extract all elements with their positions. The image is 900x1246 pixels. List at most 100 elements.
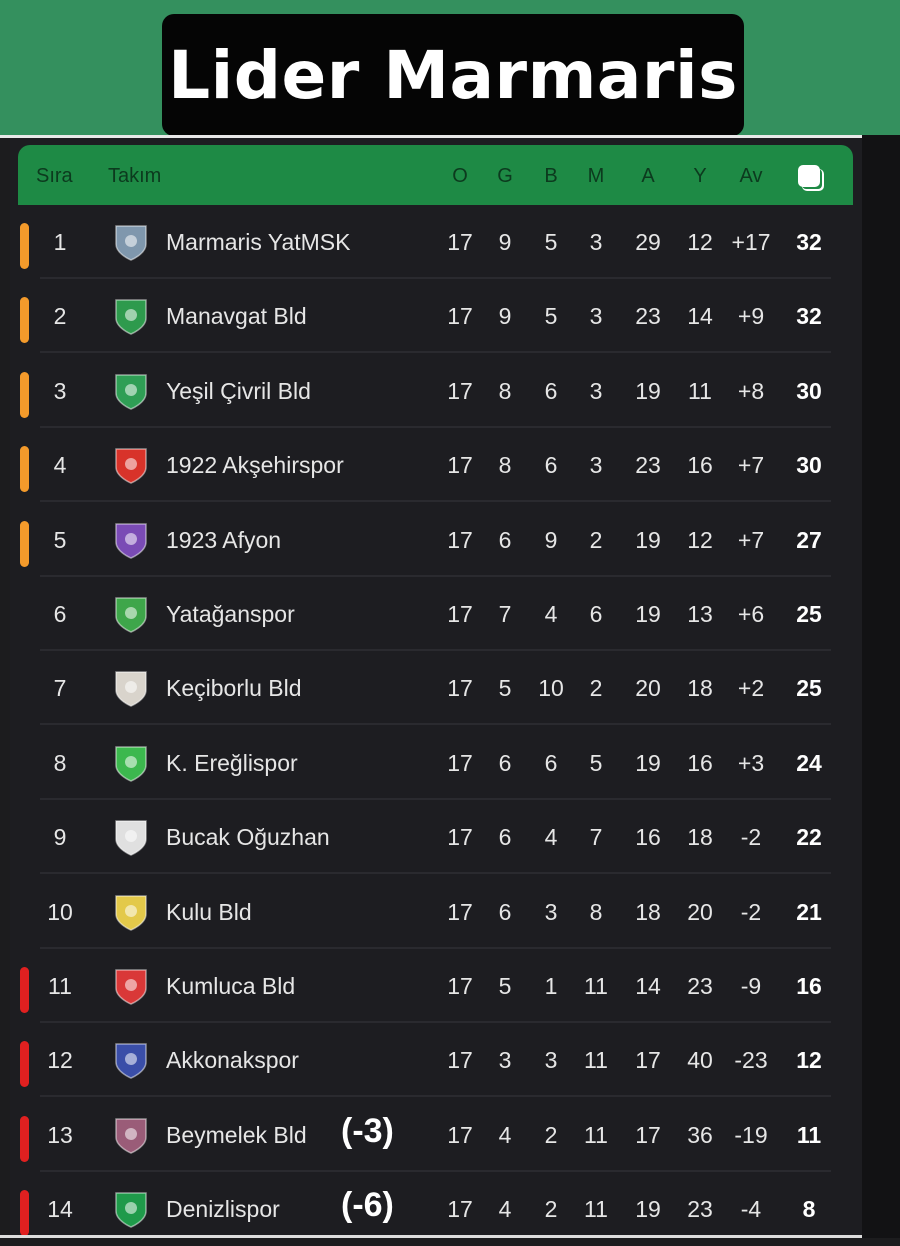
points-icon[interactable] xyxy=(798,165,820,187)
played: 17 xyxy=(447,675,473,702)
goals-for: 14 xyxy=(635,973,661,999)
header-drawn[interactable]: B xyxy=(544,165,558,187)
team-name[interactable]: K. Ereğlispor xyxy=(166,749,298,776)
won: 6 xyxy=(498,526,512,553)
team-crest-icon xyxy=(115,820,147,856)
table-row[interactable]: 5 1923 Afyon 17 6 9 2 19 12 +7 27 xyxy=(18,503,853,577)
goals-against: 23 xyxy=(687,973,713,999)
relegation-marker xyxy=(20,1115,29,1162)
team-name[interactable]: Denizlispor xyxy=(166,1196,280,1223)
table-row[interactable]: 14 Denizlispor (-6) 17 4 2 11 19 23 -4 8 xyxy=(18,1172,853,1246)
table-row[interactable]: 3 Yeşil Çivril Bld 17 8 6 3 19 11 +8 30 xyxy=(18,354,853,428)
lost: 8 xyxy=(589,898,603,925)
header-pos[interactable]: Sıra xyxy=(36,165,73,187)
won: 4 xyxy=(498,1121,512,1148)
goal-diff: -2 xyxy=(740,898,762,925)
goals-against: 16 xyxy=(687,452,713,479)
played: 17 xyxy=(447,1121,473,1148)
lost: 11 xyxy=(584,1196,608,1223)
position: 5 xyxy=(53,526,67,553)
team-name[interactable]: Beymelek Bld xyxy=(166,1121,307,1148)
drawn: 3 xyxy=(544,898,558,925)
team-crest-icon xyxy=(115,448,147,484)
header-goals-against[interactable]: Y xyxy=(693,165,707,187)
header-goal-diff[interactable]: Av xyxy=(739,165,763,187)
table-row[interactable]: 13 Beymelek Bld (-3) 17 4 2 11 17 36 -19 11 xyxy=(18,1098,853,1172)
table-row[interactable]: 6 Yatağanspor 17 7 4 6 19 13 +6 25 xyxy=(18,577,853,651)
header-lost[interactable]: M xyxy=(587,165,605,187)
team-crest-icon xyxy=(115,1192,147,1228)
won: 3 xyxy=(498,1047,512,1074)
position: 4 xyxy=(53,452,67,479)
won: 4 xyxy=(498,1196,512,1223)
drawn: 3 xyxy=(544,1047,558,1074)
team-name[interactable]: Kumluca Bld xyxy=(166,973,296,999)
goal-diff: +8 xyxy=(737,377,765,404)
standings-panel xyxy=(10,138,862,1238)
goals-against: 20 xyxy=(687,898,713,925)
played: 17 xyxy=(447,824,473,851)
goals-for: 18 xyxy=(635,898,661,925)
side-strip xyxy=(862,135,900,1238)
position: 14 xyxy=(47,1196,73,1223)
goals-against: 18 xyxy=(687,824,713,851)
team-name[interactable]: Keçiborlu Bld xyxy=(166,675,302,702)
played: 17 xyxy=(447,377,473,404)
team-name[interactable]: Kulu Bld xyxy=(166,898,252,925)
team-name[interactable]: Yatağanspor xyxy=(166,601,295,627)
row-divider xyxy=(40,797,831,800)
points: 30 xyxy=(796,377,822,404)
goal-diff: +17 xyxy=(731,229,771,255)
won: 5 xyxy=(498,675,512,702)
goal-diff: -23 xyxy=(734,1047,768,1074)
team-name[interactable]: 1922 Akşehirspor xyxy=(166,452,344,479)
points: 12 xyxy=(796,1047,822,1074)
points: 16 xyxy=(796,973,822,999)
row-divider xyxy=(40,277,831,279)
team-name[interactable]: 1923 Afyon xyxy=(166,526,282,553)
points: 22 xyxy=(796,824,822,851)
team-name[interactable]: Bucak Oğuzhan xyxy=(166,824,330,851)
team-name[interactable]: Yeşil Çivril Bld xyxy=(166,377,311,404)
goals-against: 40 xyxy=(687,1047,713,1074)
team-name[interactable]: Marmaris YatMSK xyxy=(166,229,351,255)
row-divider xyxy=(40,649,831,651)
table-row[interactable]: 9 Bucak Oğuzhan 17 6 4 7 16 18 -2 22 xyxy=(18,800,853,875)
table-header: Sıra Takım O G B M A Y Av xyxy=(18,145,853,205)
played: 17 xyxy=(447,749,473,776)
played: 17 xyxy=(447,452,473,479)
header-goals-for[interactable]: A xyxy=(641,165,655,187)
played: 17 xyxy=(447,898,473,925)
team-crest-icon xyxy=(115,1118,147,1154)
points: 25 xyxy=(796,601,822,627)
goal-diff: -4 xyxy=(740,1196,762,1223)
points: 8 xyxy=(802,1196,816,1223)
header-team[interactable]: Takım xyxy=(108,165,162,187)
header-played[interactable]: O xyxy=(452,165,468,187)
row-divider xyxy=(40,1021,831,1023)
table-row[interactable]: 8 K. Ereğlispor 17 6 6 5 19 16 +3 24 xyxy=(18,726,853,800)
position: 3 xyxy=(53,377,67,404)
table-row[interactable]: 2 Manavgat Bld 17 9 5 3 23 14 +9 32 xyxy=(18,279,853,354)
played: 17 xyxy=(447,1196,473,1223)
lost: 2 xyxy=(589,675,603,702)
row-divider xyxy=(40,1169,831,1172)
row-divider xyxy=(40,1095,831,1098)
team-name[interactable]: Akkonakspor xyxy=(166,1047,299,1074)
table-row[interactable]: 7 Keçiborlu Bld 17 5 10 2 20 18 +2 25 xyxy=(18,651,853,726)
table-row[interactable]: 10 Kulu Bld 17 6 3 8 18 20 -2 21 xyxy=(18,875,853,949)
played: 17 xyxy=(447,229,473,255)
team-name[interactable]: Manavgat Bld xyxy=(166,303,307,330)
table-row[interactable]: 11 Kumluca Bld 17 5 1 11 14 23 -9 16 xyxy=(18,949,853,1023)
position: 1 xyxy=(53,229,67,255)
goals-for: 16 xyxy=(635,824,661,851)
position: 10 xyxy=(47,898,73,925)
team-crest-icon xyxy=(115,969,147,1005)
divider xyxy=(0,135,862,138)
team-crest-icon xyxy=(115,225,147,261)
row-divider xyxy=(40,574,831,577)
table-row[interactable]: 12 Akkonakspor 17 3 3 11 17 40 -23 12 xyxy=(18,1023,853,1098)
table-row[interactable]: 4 1922 Akşehirspor 17 8 6 3 23 16 +7 30 xyxy=(18,428,853,503)
table-row[interactable]: 1 Marmaris YatMSK 17 9 5 3 29 12 +17 32 xyxy=(18,205,853,279)
header-won[interactable]: G xyxy=(497,165,513,187)
